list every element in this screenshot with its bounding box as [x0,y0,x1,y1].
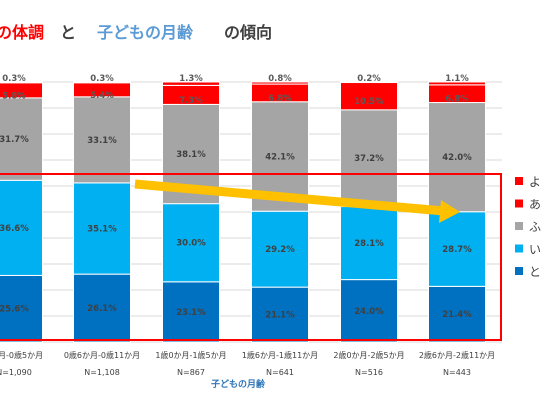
bar-segment-2-4 [162,81,220,86]
bar-segment-4-2 [340,109,398,208]
title-part-3: の傾向 [224,23,272,42]
segment-label: 30.0% [176,239,206,249]
title-part-1: と [60,23,76,42]
segment-label: 31.7% [0,135,29,145]
chart-title: の体調と 子どもの月齢 の傾向 [0,23,272,42]
highlight-box [0,173,502,341]
segment-label: 38.1% [176,150,206,160]
bar-segment-5-4 [428,81,486,86]
bar-segment-3-0 [251,286,309,343]
segment-label: 28.7% [442,245,472,255]
segment-label: 33.1% [87,136,117,146]
bar-segment-3-4 [251,81,309,85]
segment-label: 0.8% [268,74,292,84]
segment-label: 24.0% [354,307,384,317]
category-label: 0か月-0歳5か月 [0,350,43,360]
bar-segment-1-1 [73,182,131,275]
bar-segment-4-1 [340,206,398,281]
segment-label: 1.3% [179,74,203,84]
legend-swatch [515,267,523,275]
segment-label: 21.1% [265,311,295,321]
bar-segment-1-2 [73,96,131,184]
category-label: 2歳6か月-2歳11か月 [419,350,495,360]
segment-label: 0.2% [357,74,381,84]
segment-label: 35.1% [87,225,117,235]
bar-segment-2-0 [162,281,220,343]
segment-label: 36.6% [0,224,29,234]
n-label: N=1,090 [0,368,32,377]
legend-label: よ [529,175,541,189]
category-label: 1歳0か月-1歳5か月 [155,350,226,360]
segment-label: 21.4% [442,310,472,320]
bar-segment-4-3 [340,82,398,111]
bars [0,81,486,343]
legend-swatch [515,199,523,208]
bar-segment-2-1 [162,203,220,283]
n-labels: N=1,090 N=1,108 N=867 N=641 N=516 N=443 [0,368,471,377]
category-label: 0歳6か月-0歳11か月 [64,350,140,360]
segment-label: 29.2% [265,245,295,255]
bar-segment-0-0 [0,274,43,343]
bar-segment-1-0 [73,273,131,343]
bar-segment-0-1 [0,179,43,276]
x-axis-label: 子どもの月齢 [211,378,266,390]
legend-label: ふ [529,220,541,234]
segment-label: 26.1% [87,304,117,314]
legend-swatch [515,222,523,230]
segment-label: 0.3% [90,74,114,84]
bar-segment-0-4 [0,81,43,84]
segment-label: 37.2% [354,154,384,164]
n-label: N=443 [443,368,471,377]
bar-segment-0-2 [0,97,43,181]
bar-segment-5-1 [428,211,486,287]
segment-label: 6.8% [445,95,469,105]
segment-label: 1.1% [445,74,469,84]
legend-label: と [529,265,541,279]
category-label: 1歳6か月-1歳11か月 [242,350,318,360]
n-label: N=1,108 [84,368,120,377]
category-label: 2歳0か月-2歳5か月 [333,350,404,360]
segment-labels: 25.6% 36.6% 31.7% 5.8% 0.3% 26.1% 35.1% 33.1% 5.… [0,74,472,321]
bar-segment-4-4 [340,81,398,84]
n-label: N=867 [177,368,205,377]
segment-label: 0.3% [2,74,26,84]
legend-swatch [515,177,523,185]
segment-label: 42.1% [265,152,295,162]
segment-label: 7.3% [179,96,203,106]
legend-swatch [515,244,523,253]
legend-label: い [529,243,541,257]
n-label: N=641 [266,368,294,377]
segment-label: 5.8% [2,91,26,101]
bar-segment-1-4 [73,81,131,84]
segment-label: 42.0% [442,153,472,163]
segment-label: 10.5% [354,97,384,107]
segment-label: 28.1% [354,239,384,249]
bar-segment-3-1 [251,210,309,288]
segment-label: 5.4% [90,91,114,101]
title-part-2: 子どもの月齢 [97,23,194,42]
title-part-0: の体調 [0,23,44,42]
bar-segment-4-0 [340,279,398,343]
legend-label: あ [529,198,541,212]
trend-arrow [134,179,460,223]
segment-label: 6.8% [268,94,292,104]
segment-label: 25.6% [0,305,29,315]
segment-label: 23.1% [176,308,206,318]
n-label: N=516 [355,368,383,377]
category-labels: 0か月-0歳5か月 0歳6か月-0歳11か月 1歳0か月-1歳5か月 1歳6か月-1歳… [0,350,495,360]
